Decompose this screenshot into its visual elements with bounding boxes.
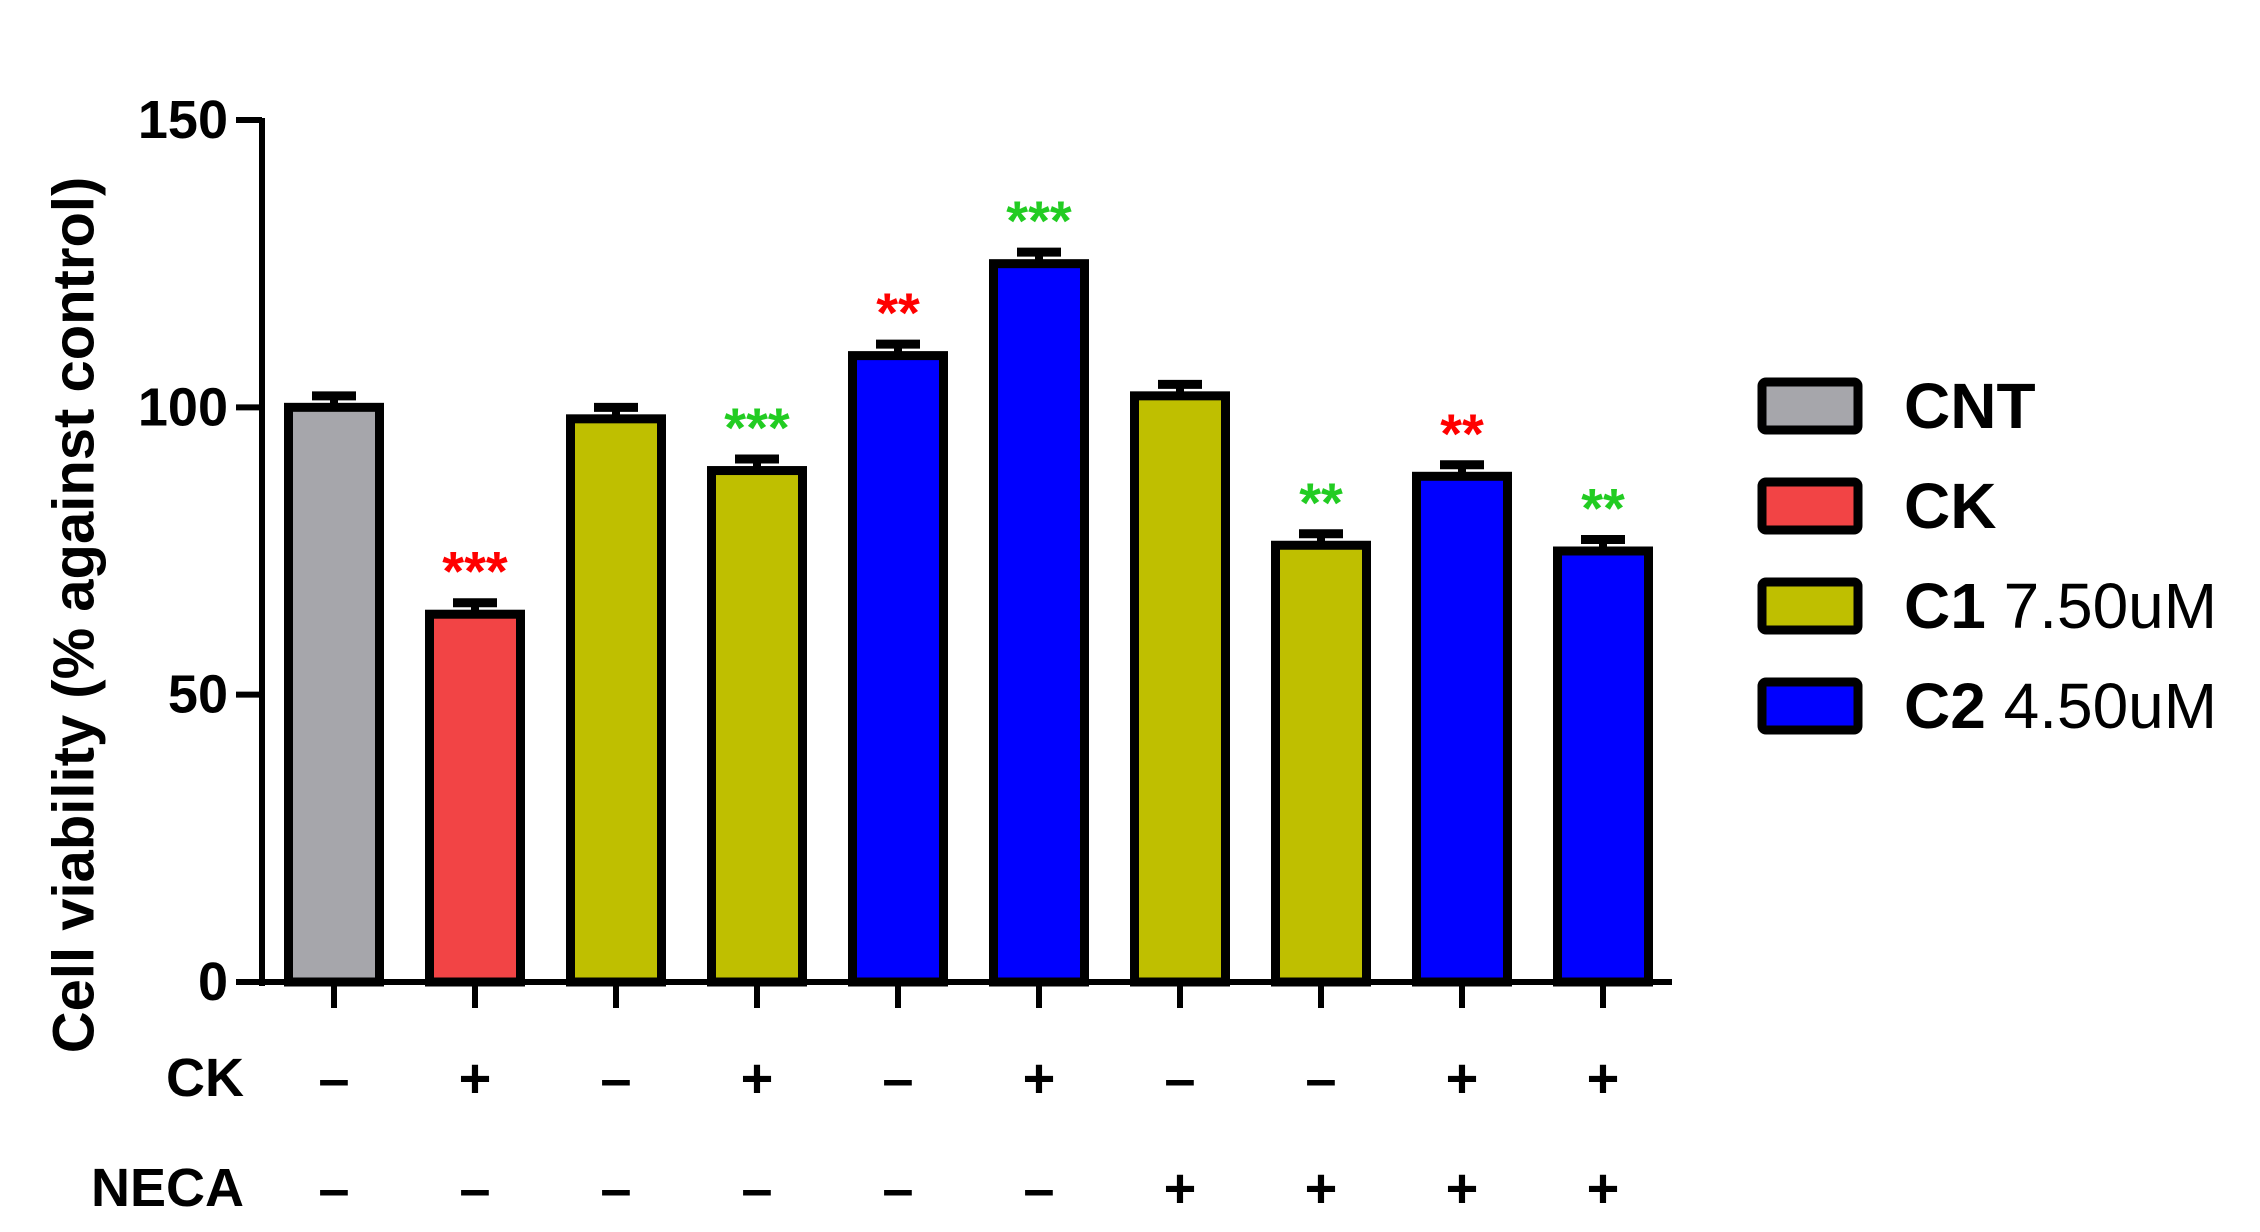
- bar: [425, 609, 525, 987]
- treatment-sign: –: [1164, 1047, 1195, 1110]
- significance-label: ***: [1006, 189, 1072, 252]
- bar: [989, 259, 1089, 987]
- treatment-sign: +: [1305, 1157, 1338, 1220]
- bar: [566, 414, 666, 987]
- bar: [284, 402, 384, 987]
- bar: [848, 351, 948, 987]
- treatment-row-label: NECA: [91, 1158, 244, 1218]
- legend-label: C1 7.50uM: [1904, 570, 2217, 642]
- legend-label-bold: C1: [1904, 570, 1986, 642]
- significance-label: **: [1299, 471, 1343, 534]
- legend-label-bold: C2: [1904, 670, 1986, 742]
- legend-label: CNT: [1904, 370, 2036, 442]
- legend-label-bold: CNT: [1904, 370, 2036, 442]
- significance-label: ***: [724, 396, 790, 459]
- treatment-sign: +: [1446, 1157, 1479, 1220]
- treatment-sign: –: [882, 1157, 913, 1220]
- legend-swatch: [1757, 577, 1863, 635]
- y-tick-label: 150: [138, 90, 228, 150]
- significance-label: **: [1440, 402, 1484, 465]
- treatment-sign: –: [1023, 1157, 1054, 1220]
- significance-label: **: [1581, 477, 1625, 540]
- treatment-sign: +: [1164, 1157, 1197, 1220]
- legend-label-bold: CK: [1904, 470, 1996, 542]
- x-axis: [259, 979, 1672, 1008]
- bar: [1130, 391, 1230, 987]
- treatment-sign: +: [741, 1047, 774, 1110]
- legend-swatch: [1757, 477, 1863, 535]
- y-tick-label: 100: [138, 377, 228, 437]
- y-axis-title: Cell viability (% against control): [41, 177, 106, 1054]
- treatment-sign: +: [1587, 1157, 1620, 1220]
- legend-swatch: [1757, 377, 1863, 435]
- legend-swatch: [1757, 677, 1863, 735]
- treatment-sign: +: [459, 1047, 492, 1110]
- significance-label: ***: [442, 540, 508, 603]
- y-tick-label: 50: [168, 665, 228, 725]
- legend-label-concentration: 7.50uM: [1986, 570, 2217, 642]
- treatment-sign: –: [318, 1047, 349, 1110]
- treatment-row-label: CK: [166, 1048, 244, 1108]
- treatment-sign: –: [600, 1047, 631, 1110]
- treatment-sign: –: [318, 1157, 349, 1220]
- treatment-sign: +: [1587, 1047, 1620, 1110]
- treatment-sign: +: [1023, 1047, 1056, 1110]
- bars-layer: *****************: [284, 189, 1653, 987]
- treatment-sign: +: [1446, 1047, 1479, 1110]
- treatment-sign: –: [459, 1157, 490, 1220]
- treatment-rows: CK – + – + – + – – + + NECA – – – – – – + + + +: [91, 1047, 1619, 1220]
- y-axis: 0 50 100 150: [138, 90, 265, 1012]
- treatment-sign: –: [882, 1047, 913, 1110]
- bar: [1271, 540, 1371, 987]
- treatment-sign: –: [741, 1157, 772, 1220]
- y-tick-label: 0: [198, 952, 228, 1012]
- bar: [1553, 546, 1653, 987]
- bar: [707, 466, 807, 987]
- legend-label: C2 4.50uM: [1904, 670, 2217, 742]
- treatment-sign: –: [600, 1157, 631, 1220]
- treatment-sign: –: [1305, 1047, 1336, 1110]
- legend-label: CK: [1904, 470, 1996, 542]
- significance-label: **: [876, 281, 920, 344]
- legend-label-concentration: 4.50uM: [1986, 670, 2217, 742]
- bar: [1412, 471, 1512, 987]
